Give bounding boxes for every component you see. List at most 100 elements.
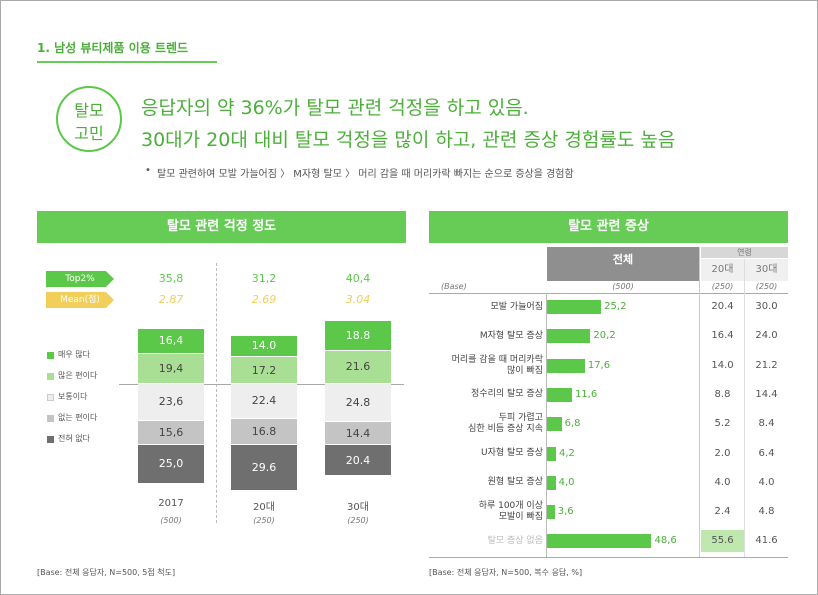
bar xyxy=(547,475,556,490)
table-value: 20.4 xyxy=(711,301,734,312)
value-label: 29.6 xyxy=(251,460,277,474)
value-label: 4,0 xyxy=(558,476,575,488)
bar-segment xyxy=(231,357,297,384)
legend-swatch xyxy=(47,415,54,422)
value-label: 18.8 xyxy=(345,328,371,342)
badge-text: 탈모 xyxy=(74,101,104,120)
table-value: 24.0 xyxy=(755,330,778,342)
value-label: 17.2 xyxy=(251,363,277,377)
legend-swatch xyxy=(47,436,54,443)
base-label: (Base) xyxy=(441,282,467,291)
value-label: 24.8 xyxy=(345,396,371,410)
bar xyxy=(547,446,557,461)
value-label: 6,8 xyxy=(564,418,581,430)
table-value: 21.2 xyxy=(755,359,778,371)
value-label: 20,2 xyxy=(593,330,616,342)
axis-line xyxy=(546,293,547,557)
summary-value: 3.04 xyxy=(345,293,371,306)
row-label: 하루 100개 이상 모발이 빠짐 xyxy=(478,501,543,523)
x-tick-label: 20대 xyxy=(253,502,275,513)
col-rule xyxy=(744,259,745,557)
bar-segment xyxy=(231,384,297,419)
row-label: 탈모 증상 없음 xyxy=(487,535,543,546)
header-cell: 20대 xyxy=(701,259,744,281)
table-value: 4.0 xyxy=(714,476,731,488)
value-label: 4,2 xyxy=(559,447,575,459)
underline xyxy=(37,61,217,63)
header-cell: 30대 xyxy=(745,259,788,281)
legend-swatch xyxy=(47,394,54,401)
summary-value: 2.69 xyxy=(251,293,277,306)
x-tick-label: 30대 xyxy=(347,502,369,513)
footnote: [Base: 전체 응답자, N=500, 복수 응답, %] xyxy=(429,568,583,577)
chart-title: 탈모 관련 걱정 정도 xyxy=(37,211,406,243)
table-value: 14.4 xyxy=(755,388,778,400)
table-value: 55.6 xyxy=(701,530,744,553)
base-label: (250) xyxy=(253,516,275,525)
separator xyxy=(216,263,217,523)
table-value: 5.2 xyxy=(714,418,731,430)
legend-label: 없는 편이다 xyxy=(58,413,98,422)
summary-value: 35,8 xyxy=(158,272,184,285)
bar-segment xyxy=(231,444,297,491)
bar xyxy=(547,300,602,314)
row-label: M자형 탈모 증상 xyxy=(479,330,543,341)
bar xyxy=(547,358,585,373)
table-value: 4.8 xyxy=(758,506,775,518)
table-value: 2.4 xyxy=(714,506,731,518)
table-value: 41.6 xyxy=(755,535,778,547)
badge-text: 고민 xyxy=(74,124,104,143)
legend-label: 전혀 없다 xyxy=(58,434,90,443)
base-value: (250) xyxy=(711,282,734,291)
base-label: (250) xyxy=(347,516,369,525)
value-label: 14.4 xyxy=(345,426,371,440)
value-label: 16,4 xyxy=(158,334,184,348)
rule xyxy=(429,293,788,294)
row-label: 모발 가늘어짐 xyxy=(490,301,543,312)
value-label: 3,6 xyxy=(557,506,574,518)
summary-label: Top2% xyxy=(46,271,114,287)
bullet-text: 탈모 관련하여 모발 가늘어짐 〉 M자형 탈모 〉 머리 감을 때 머리카락 … xyxy=(157,169,574,180)
base-label: (500) xyxy=(160,516,182,525)
bar-segment xyxy=(138,384,204,421)
value-label: 21.6 xyxy=(345,360,371,374)
section-title: 1. 남성 뷰티제품 이용 트렌드 xyxy=(37,41,189,55)
bar xyxy=(547,387,572,402)
bar xyxy=(547,329,591,344)
bar-segment xyxy=(325,444,391,477)
bar-segment xyxy=(325,350,391,384)
table-value: 30.0 xyxy=(755,301,778,312)
value-label: 23,6 xyxy=(158,395,184,409)
headline: 응답자의 약 36%가 탈모 관련 걱정을 하고 있음. xyxy=(141,97,529,119)
bar-segment xyxy=(325,321,391,351)
summary-value: 40,4 xyxy=(345,272,371,285)
col-rule xyxy=(699,247,700,557)
bar-segment xyxy=(325,422,391,445)
row-label: 원형 탈모 증상 xyxy=(487,477,543,488)
bullet-dot: • xyxy=(145,165,151,176)
badge-circle xyxy=(56,86,122,152)
value-label: 25,2 xyxy=(604,301,627,312)
bar xyxy=(547,534,652,549)
legend-swatch xyxy=(47,373,54,380)
value-label: 15,6 xyxy=(158,425,184,439)
row-label: U자형 탈모 증상 xyxy=(481,448,543,458)
bar-segment xyxy=(138,420,204,445)
bar xyxy=(547,417,562,432)
legend-label: 매우 많다 xyxy=(58,350,90,359)
value-label: 11,6 xyxy=(574,388,598,400)
headline: 30대가 20대 대비 탈모 걱정을 많이 하고, 관련 증상 경험률도 높음 xyxy=(141,129,676,151)
row-label: 머리를 감을 때 머리카락 많이 빠짐 xyxy=(451,354,543,376)
value-label: 25,0 xyxy=(158,457,184,471)
summary-value: 31,2 xyxy=(251,272,277,285)
x-tick-label: 2017 xyxy=(158,498,184,509)
footnote: [Base: 전체 응답자, N=500, 5점 척도] xyxy=(37,568,176,577)
table-value: 16.4 xyxy=(711,330,734,342)
bar xyxy=(547,505,555,520)
header-cell: 전체 xyxy=(547,247,699,281)
table-value: 8.8 xyxy=(714,388,731,400)
bar-segment xyxy=(325,384,391,423)
table-value: 4.0 xyxy=(758,476,775,488)
bar-segment xyxy=(231,335,297,358)
